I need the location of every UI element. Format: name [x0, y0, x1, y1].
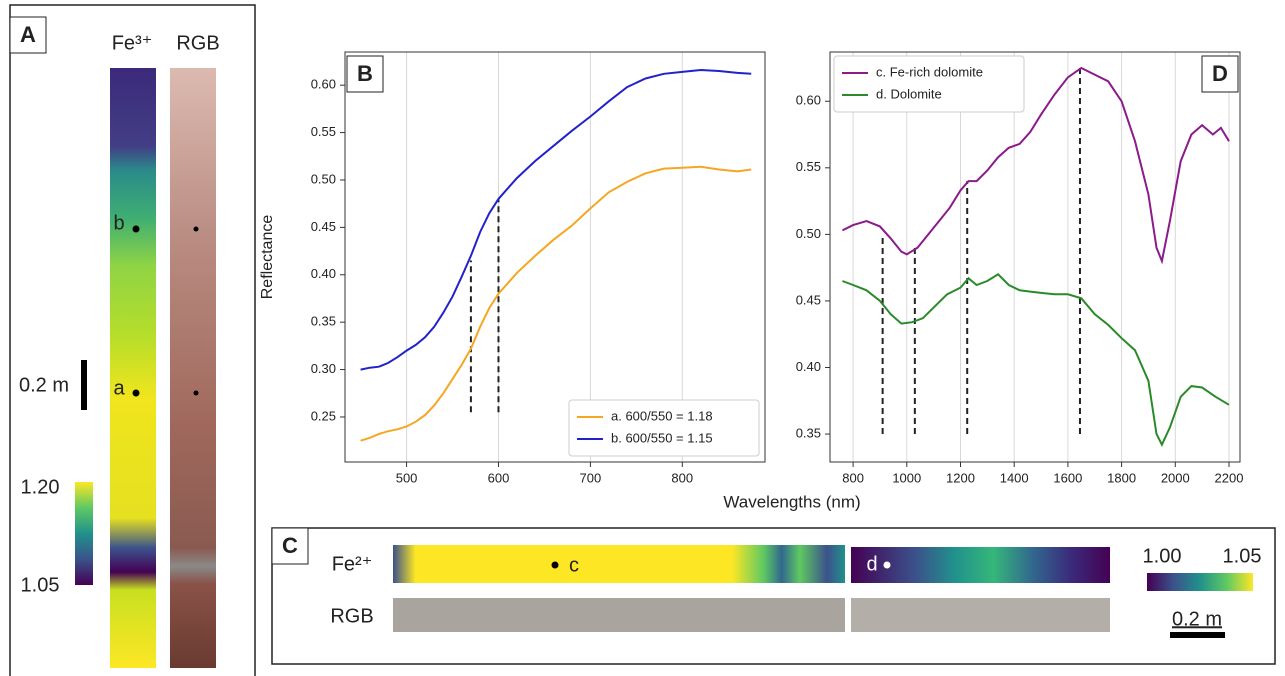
y-tick-label: 0.50: [796, 226, 821, 241]
x-tick-label: 800: [671, 470, 693, 485]
x-tick-label: 2200: [1215, 470, 1244, 485]
plot-frame: [829, 51, 1241, 463]
rgb-core-image: [393, 598, 845, 632]
fe2-core-image: [851, 547, 1110, 583]
panel-frame: [271, 527, 1276, 665]
panel-frame: [9, 4, 256, 676]
panel-letter: D: [1212, 61, 1228, 86]
panel-letter-box: [1201, 55, 1239, 93]
series-line: [360, 165, 752, 442]
legend-box: [568, 399, 760, 457]
x-tick-label: 600: [488, 470, 510, 485]
sample-point: [193, 390, 199, 396]
sample-point: [883, 561, 891, 569]
y-tick-label: 0.45: [311, 219, 336, 234]
point-label: c: [569, 554, 579, 576]
series-line: [842, 273, 1230, 447]
y-tick-label: 0.60: [796, 93, 821, 108]
panel-c: C Fe²⁺ RGB c d 1.00 1.05 0.2 m: [271, 527, 1276, 665]
y-tick-label: 0.40: [311, 266, 336, 281]
x-tick-label: 800: [842, 470, 864, 485]
panel-a: A Fe³⁺ RGB b a 0.2 m 1.20 1.05: [9, 4, 256, 676]
scale-bar: [1170, 632, 1225, 638]
sample-point: [132, 389, 140, 397]
panel-letter-box: [346, 55, 384, 93]
panel-letter-box: [9, 16, 47, 54]
colorbar-label: 1.05: [21, 574, 60, 596]
y-tick-label: 0.35: [311, 314, 336, 329]
panel-letter-box: [271, 527, 309, 565]
sample-point: [193, 226, 199, 232]
fe3-core-image: [110, 68, 156, 668]
plot-frame: [344, 51, 766, 463]
legend-label: a. 600/550 = 1.18: [611, 408, 713, 423]
y-tick-label: 0.40: [796, 359, 821, 374]
point-label: a: [113, 377, 125, 399]
x-tick-label: 1600: [1053, 470, 1082, 485]
series-line: [360, 68, 752, 371]
y-tick-label: 0.50: [311, 171, 336, 186]
colorbar: [1147, 573, 1253, 591]
colorbar: [75, 482, 93, 585]
image-label: Fe³⁺: [112, 32, 153, 54]
sample-point: [132, 225, 140, 233]
y-tick-label: 0.55: [796, 159, 821, 174]
series-line: [841, 66, 1230, 265]
fe2-core-image: [393, 545, 845, 583]
x-tick-label: 1800: [1107, 470, 1136, 485]
x-tick-label: 1000: [892, 470, 921, 485]
point-label: b: [113, 212, 124, 234]
x-tick-label: 500: [396, 470, 418, 485]
legend-label: b. 600/550 = 1.15: [611, 430, 713, 445]
x-tick-label: 1200: [946, 470, 975, 485]
y-tick-label: 0.55: [311, 124, 336, 139]
colorbar-label: 1.05: [1223, 545, 1262, 567]
panel-letter: C: [282, 533, 298, 558]
y-tick-label: 0.25: [311, 408, 336, 423]
colorbar-label: 1.00: [1143, 545, 1182, 567]
panel-letter: A: [20, 22, 36, 47]
row-label: Fe²⁺: [332, 553, 373, 575]
image-label: RGB: [176, 32, 219, 54]
y-tick-label: 0.60: [311, 77, 336, 92]
row-label: RGB: [330, 605, 373, 627]
y-axis-label: Reflectance: [259, 215, 276, 300]
colorbar-label: 1.20: [21, 476, 60, 498]
sample-point: [551, 561, 559, 569]
scale-bar: [81, 360, 87, 410]
point-label: d: [866, 553, 877, 575]
x-tick-label: 700: [580, 470, 602, 485]
y-tick-label: 0.30: [311, 361, 336, 376]
scale-label: 0.2 m: [1172, 608, 1222, 630]
x-axis-label: Wavelengths (nm): [723, 492, 860, 511]
panel-letter: B: [357, 61, 373, 86]
x-tick-label: 2000: [1161, 470, 1190, 485]
scale-label: 0.2 m: [19, 374, 69, 396]
legend-label: d. Dolomite: [876, 86, 942, 101]
legend-label: c. Fe-rich dolomite: [876, 64, 983, 79]
x-tick-label: 1400: [1000, 470, 1029, 485]
y-tick-label: 0.45: [796, 292, 821, 307]
rgb-core-image: [170, 68, 216, 668]
legend-box: [833, 55, 1025, 113]
rgb-core-image: [851, 598, 1110, 632]
y-tick-label: 0.35: [796, 425, 821, 440]
